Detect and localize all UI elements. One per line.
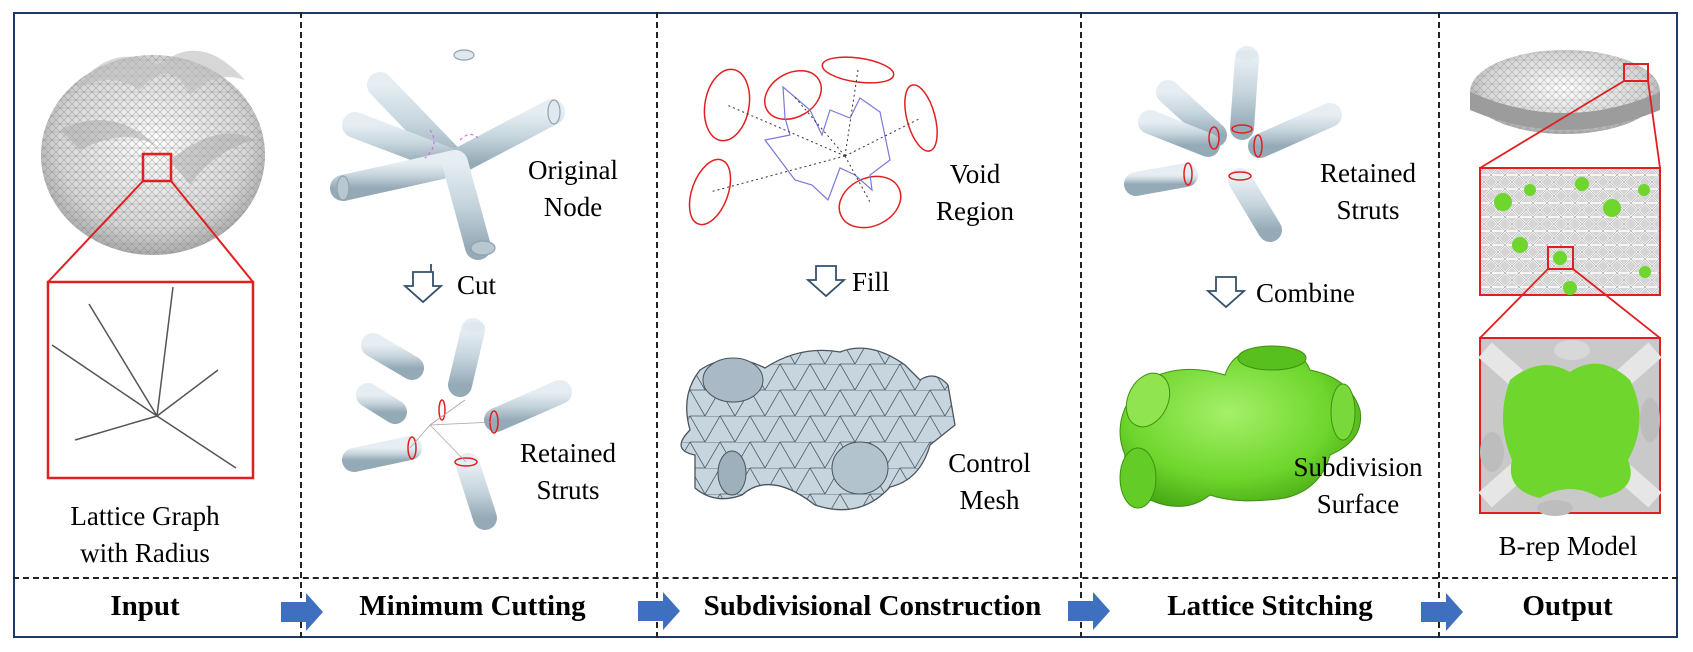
brep-zoom-level-2 [1478, 337, 1662, 516]
retained-struts-line2: Struts [536, 475, 600, 505]
subdivision-surface-line1: Subdivision [1293, 452, 1423, 482]
divider-1 [300, 12, 302, 638]
zoom-box-output-1 [1623, 63, 1649, 82]
cut-label: Cut [457, 270, 497, 300]
zoom-box-small [141, 152, 173, 183]
void-region-diagram [688, 56, 938, 229]
original-node-line2: Node [543, 192, 603, 222]
original-node-caption: Original Node [508, 152, 638, 226]
zoom-box-output-2 [1547, 246, 1574, 270]
lattice-graph-lines [51, 286, 237, 469]
retained-struts-line1: Retained [520, 438, 616, 468]
stage-output: Output [1522, 590, 1613, 622]
control-mesh-line2: Mesh [959, 485, 1020, 515]
divider-2 [656, 12, 658, 638]
lattice-graph-caption: Lattice Graph with Radius [40, 498, 250, 572]
fill-label: Fill [852, 267, 890, 297]
figure-frame [13, 12, 1678, 638]
void-region-line1: Void [949, 159, 1001, 189]
combine-arrow-icon [1205, 276, 1247, 309]
brep-zoom-level-1 [1479, 167, 1661, 296]
original-node-model [330, 42, 565, 260]
divider-4 [1438, 12, 1440, 638]
original-node-line1: Original [528, 155, 618, 185]
retained-struts-caption-1: Retained Struts [503, 435, 633, 509]
retained-struts2-line2: Struts [1336, 195, 1400, 225]
subdivision-surface-line2: Surface [1316, 489, 1400, 519]
brep-overview-image [1470, 50, 1660, 134]
lattice-graph-zoom [46, 280, 255, 480]
combine-label: Combine [1256, 278, 1355, 308]
subdivision-surface-caption: Subdivision Surface [1278, 449, 1438, 523]
retained-struts-caption-2: Retained Struts [1303, 155, 1433, 229]
fill-arrow-icon [805, 265, 847, 298]
retained-struts2-line1: Retained [1320, 158, 1416, 188]
control-mesh-line1: Control [948, 448, 1031, 478]
stage-arrow-1 [281, 593, 323, 631]
retained-struts-model-2 [1124, 46, 1342, 242]
control-mesh-model [680, 347, 956, 511]
stage-input: Input [110, 590, 180, 622]
subdivision-surface-model [1119, 345, 1362, 509]
stage-minimum-cutting: Minimum Cutting [359, 590, 586, 622]
lattice-graph-line2: with Radius [80, 538, 210, 568]
stage-row-divider [13, 577, 1678, 579]
lattice-graph-line1: Lattice Graph [70, 501, 220, 531]
divider-3 [1080, 12, 1082, 638]
stage-arrows [281, 592, 1463, 631]
stage-lattice-stitching: Lattice Stitching [1167, 590, 1373, 622]
cut-arrow-icon [402, 264, 444, 304]
void-region-line2: Region [936, 196, 1014, 226]
stage-arrow-3 [1068, 592, 1110, 630]
stage-arrow-2 [638, 592, 680, 630]
stage-arrow-4 [1421, 593, 1463, 631]
control-mesh-caption: Control Mesh [932, 445, 1047, 519]
retained-struts-model-1 [342, 318, 572, 530]
void-region-caption: Void Region [920, 156, 1030, 230]
brep-model-caption: B-rep Model [1498, 531, 1638, 561]
stage-subdivisional-construction: Subdivisional Construction [703, 590, 1042, 622]
